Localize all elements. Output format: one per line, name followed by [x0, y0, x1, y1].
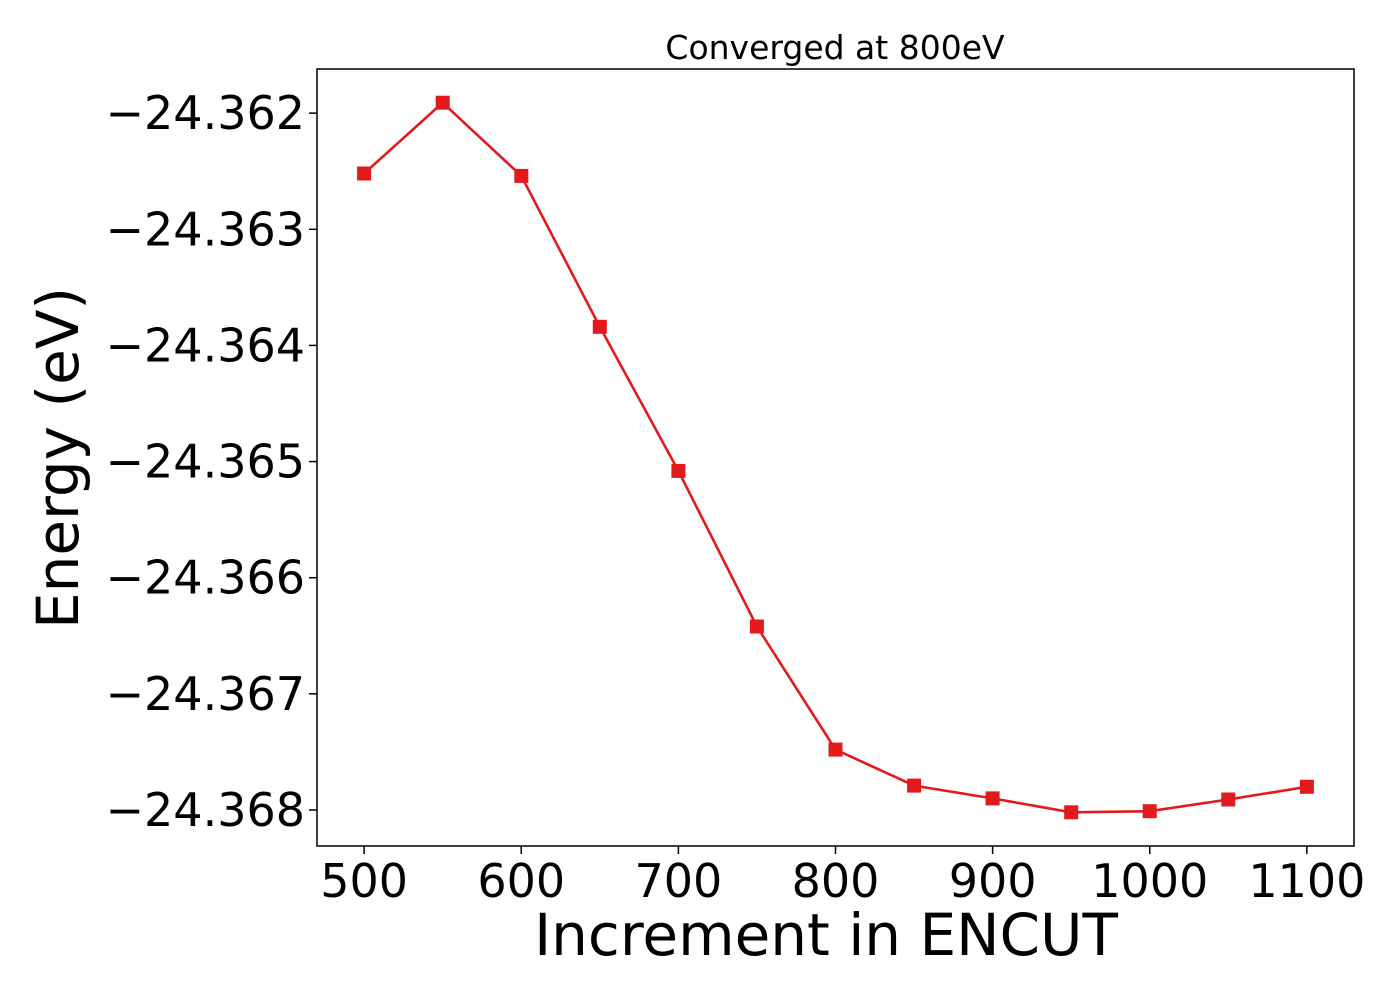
- data-point-marker: [907, 778, 922, 793]
- data-point-marker: [985, 791, 1000, 806]
- data-point-marker: [828, 742, 843, 757]
- data-point-marker: [1142, 804, 1157, 819]
- data-point-marker: [592, 319, 607, 334]
- y-tick-label: −24.363: [106, 202, 306, 256]
- plot-frame: [316, 68, 1355, 847]
- y-tick-label: −24.367: [106, 667, 306, 721]
- x-axis-title: Increment in ENCUT: [534, 901, 1118, 969]
- y-tick-label: −24.366: [106, 551, 306, 605]
- data-point-marker: [1221, 792, 1236, 807]
- x-tick-label: 600: [477, 854, 565, 908]
- energy-series-line: [363, 100, 1308, 814]
- data-point-marker: [435, 95, 450, 110]
- x-tick-label: 500: [320, 854, 408, 908]
- plot-area: [357, 95, 1314, 820]
- data-point-marker: [671, 463, 686, 478]
- x-tick-label: 1000: [1091, 854, 1208, 908]
- x-tick-label: 1100: [1248, 854, 1365, 908]
- y-axis: −24.362 −24.363 −24.364 −24.365 −24.366 −24.3…: [106, 86, 317, 837]
- x-tick-label: 800: [792, 854, 880, 908]
- data-point-marker: [357, 166, 372, 181]
- x-tick-label: 700: [634, 854, 722, 908]
- y-axis-title: Energy (eV): [24, 287, 92, 629]
- data-point-marker: [1064, 805, 1079, 820]
- y-tick-label: −24.364: [106, 318, 306, 372]
- data-point-marker: [749, 619, 764, 634]
- y-tick-label: −24.368: [106, 783, 306, 837]
- data-point-marker: [514, 168, 529, 183]
- data-point-marker: [1299, 779, 1314, 794]
- x-tick-label: 900: [949, 854, 1037, 908]
- chart-title: Converged at 800eV: [665, 28, 1005, 67]
- y-tick-label: −24.365: [106, 435, 306, 489]
- x-axis: 500 600 700 800 900 1000 1100: [320, 846, 1365, 908]
- y-tick-label: −24.362: [106, 86, 306, 140]
